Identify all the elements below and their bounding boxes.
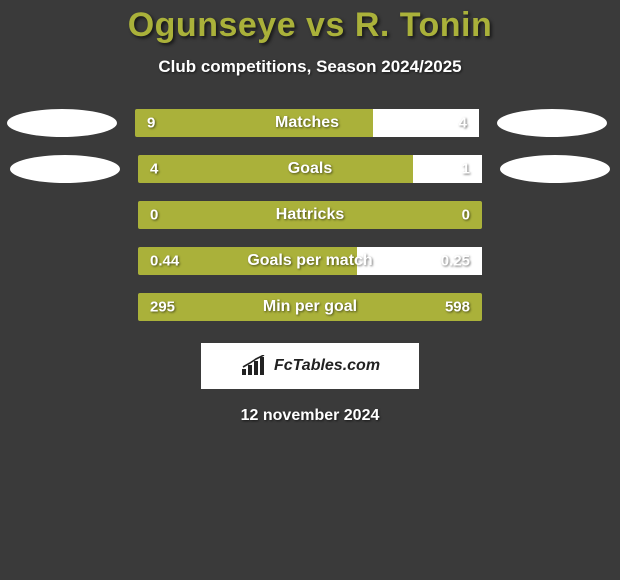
left-spacer bbox=[10, 247, 120, 275]
right-ellipse bbox=[497, 109, 607, 137]
stat-value-right: 0.25 bbox=[441, 253, 470, 270]
left-ellipse bbox=[7, 109, 117, 137]
footer-date: 12 november 2024 bbox=[0, 407, 620, 425]
stat-value-left: 9 bbox=[147, 115, 155, 132]
stat-label: Hattricks bbox=[276, 206, 344, 224]
stat-value-right: 4 bbox=[459, 115, 467, 132]
left-ellipse bbox=[10, 155, 120, 183]
right-ellipse bbox=[500, 155, 610, 183]
stat-label: Matches bbox=[275, 114, 339, 132]
stat-bar: 295 Min per goal 598 bbox=[138, 293, 482, 321]
brand-box: FcTables.com bbox=[201, 343, 419, 389]
stat-row: 0.44 Goals per match 0.25 bbox=[0, 247, 620, 275]
stat-value-left: 4 bbox=[150, 161, 158, 178]
stat-bar: 0.44 Goals per match 0.25 bbox=[138, 247, 482, 275]
stat-label: Min per goal bbox=[263, 298, 357, 316]
right-spacer bbox=[500, 247, 610, 275]
stat-bar: 0 Hattricks 0 bbox=[138, 201, 482, 229]
stat-value-right: 598 bbox=[445, 299, 470, 316]
bars-icon bbox=[240, 355, 268, 377]
stat-value-left: 0 bbox=[150, 207, 158, 224]
stat-row: 4 Goals 1 bbox=[0, 155, 620, 183]
stat-value-left: 295 bbox=[150, 299, 175, 316]
page-title: Ogunseye vs R. Tonin bbox=[0, 6, 620, 45]
comparison-container: Ogunseye vs R. Tonin Club competitions, … bbox=[0, 0, 620, 425]
stat-row: 9 Matches 4 bbox=[0, 109, 620, 137]
stat-label: Goals bbox=[288, 160, 332, 178]
brand-text: FcTables.com bbox=[274, 357, 380, 375]
stat-rows: 9 Matches 4 4 Goals 1 0 Hattricks 0 0.44 Goals per… bbox=[0, 109, 620, 321]
stat-value-right: 0 bbox=[462, 207, 470, 224]
stat-label: Goals per match bbox=[247, 252, 372, 270]
stat-row: 295 Min per goal 598 bbox=[0, 293, 620, 321]
stat-bar: 9 Matches 4 bbox=[135, 109, 479, 137]
stat-value-left: 0.44 bbox=[150, 253, 179, 270]
bar-fill-right bbox=[413, 155, 482, 183]
right-spacer bbox=[500, 201, 610, 229]
left-spacer bbox=[10, 293, 120, 321]
stat-value-right: 1 bbox=[462, 161, 470, 178]
left-spacer bbox=[10, 201, 120, 229]
page-subtitle: Club competitions, Season 2024/2025 bbox=[0, 57, 620, 77]
stat-row: 0 Hattricks 0 bbox=[0, 201, 620, 229]
right-spacer bbox=[500, 293, 610, 321]
stat-bar: 4 Goals 1 bbox=[138, 155, 482, 183]
